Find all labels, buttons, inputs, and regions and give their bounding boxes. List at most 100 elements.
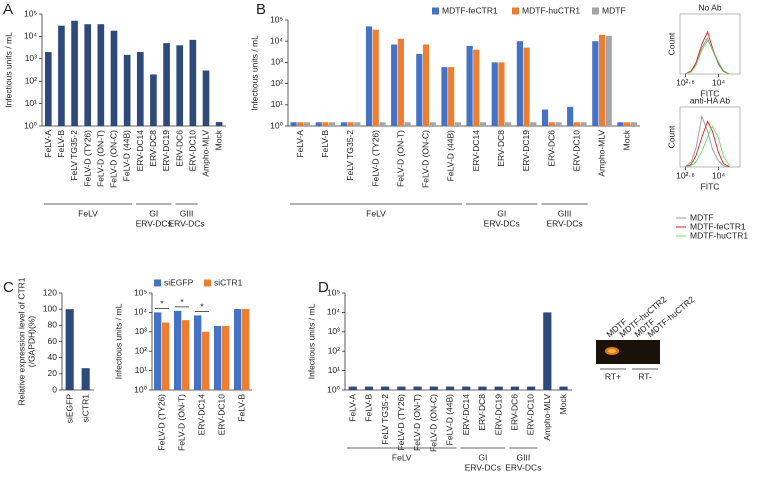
bar (473, 49, 480, 126)
y-tick-label: 20 (48, 368, 58, 378)
bar (543, 312, 552, 390)
bar (510, 386, 519, 390)
x-tick-label: ERV-DC10 (571, 130, 581, 172)
bar (541, 109, 549, 126)
bar (234, 308, 242, 390)
bar (329, 122, 336, 126)
x-tick-label: FeLV-B (236, 394, 246, 422)
histogram-line (684, 125, 730, 168)
bar (429, 386, 438, 390)
x-tick-label: ERV-DC19 (493, 394, 503, 436)
group-label: FeLV (78, 208, 98, 218)
bar (441, 67, 448, 126)
bar (548, 122, 555, 126)
panel-letter: A (3, 1, 13, 18)
x-tick-label: FeLV-D (TY26) (82, 130, 92, 187)
y-tick-label: 10⁴ (270, 35, 283, 45)
bar (397, 38, 404, 126)
x-tick-label: Ampho-MLV (201, 130, 211, 177)
bar (573, 122, 580, 126)
x-tick-label: FeLV-B (364, 394, 374, 422)
bar (479, 122, 487, 126)
bar (617, 122, 624, 126)
group-label: ERV-DCs (465, 462, 501, 472)
significance: * (160, 299, 164, 309)
bar (429, 122, 436, 126)
x-tick-label: FeLV-A (347, 394, 357, 422)
y-tick-label: 10¹ (328, 365, 340, 375)
x-tick-label: FeLV-D (44B) (122, 130, 132, 182)
bar (364, 386, 374, 390)
bar (592, 41, 599, 127)
bar (163, 43, 170, 127)
bar (454, 122, 461, 126)
bar (65, 309, 74, 390)
bar (303, 122, 311, 126)
x-tick-label: 10⁴ (712, 77, 725, 87)
group-label: ERV-DCs (505, 462, 541, 472)
bar (466, 45, 473, 126)
gel: MDTF MDTF-huCTR2 MDTF MDTF-huCTR2 RT+ RT… (596, 294, 696, 381)
bar (404, 122, 411, 126)
x-tick-label: FeLV-A (295, 130, 305, 158)
bar (397, 386, 406, 390)
y-tick-label: 10⁴ (134, 307, 147, 317)
bar (340, 122, 347, 126)
bar (347, 122, 354, 126)
bar (381, 386, 390, 390)
bar (189, 39, 197, 126)
y-tick-label: 10⁰ (24, 120, 37, 130)
bar (445, 386, 455, 390)
bar (422, 44, 430, 127)
bar (58, 25, 65, 126)
bar (527, 386, 536, 390)
x-tick-label: FeLV-D (TY26) (396, 394, 406, 451)
bar (222, 325, 230, 390)
x-tick-label: FeLV-D (44B) (445, 394, 455, 446)
x-tick-label: ERV-DC19 (521, 130, 531, 172)
bar (242, 308, 250, 390)
group-label: ERV-DCs (546, 218, 582, 228)
bar (162, 322, 170, 390)
significance: * (180, 297, 184, 307)
bar (81, 368, 90, 390)
x-tick-label: ERV-DC6 (174, 130, 184, 167)
bar (182, 320, 190, 390)
x-tick-label: ERV-DC10 (526, 394, 536, 436)
x-tick-label: Mock (214, 129, 224, 150)
legend-label: MDTF (690, 212, 714, 222)
x-axis-label: FITC (701, 88, 720, 98)
bar (555, 122, 562, 126)
y-tick-label: 10⁰ (270, 120, 283, 130)
bar (202, 70, 210, 126)
bar (44, 52, 52, 126)
x-tick-label: Ampho-MLV (597, 130, 607, 177)
x-tick-label: FeLV-D (ON-T) (412, 394, 422, 451)
bar (215, 122, 223, 126)
significance: * (200, 302, 204, 312)
bar (97, 24, 105, 126)
legend-label: MDTF-huCTR1 (690, 230, 748, 240)
x-tick-label: ERV-DC8 (148, 130, 158, 167)
y-tick-label: 10⁰ (134, 384, 147, 394)
legend-label: MDTF (602, 5, 626, 15)
x-tick-label: FeLV-D (ON-C) (421, 130, 431, 188)
y-tick-label: 80 (48, 320, 58, 330)
x-tick-label: Mock (558, 393, 568, 414)
x-tick-label: FeLV-D (ON-T) (95, 130, 105, 187)
legend-label: siEGFP (164, 277, 194, 287)
y-axis-label: Infectious units / mL (249, 35, 259, 111)
x-tick-label: ERV-DC14 (471, 130, 481, 172)
x-tick-label: FeLV TG35-2 (345, 130, 355, 181)
x-tick-label: ERV-DC14 (461, 394, 471, 436)
bar (176, 45, 184, 126)
x-tick-label: 10²·⁸ (676, 170, 695, 180)
plot-title: anti-HA Ab (690, 95, 730, 105)
y-tick-label: 10⁵ (24, 8, 37, 18)
bar (379, 122, 386, 126)
x-tick-label: 10⁴ (712, 170, 725, 180)
panel-letter: D (318, 279, 329, 296)
histogram-line (684, 39, 730, 75)
y-tick-label: 10³ (25, 53, 37, 63)
y-tick-label: 120 (43, 287, 57, 297)
